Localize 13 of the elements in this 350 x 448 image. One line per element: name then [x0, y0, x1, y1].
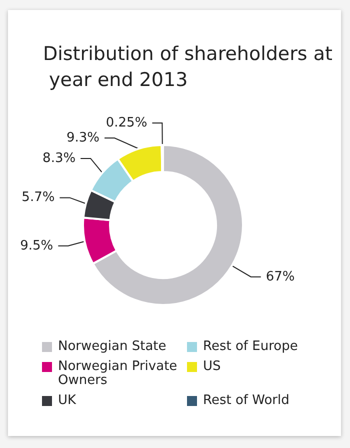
- data-label: 5.7%: [22, 190, 55, 206]
- data-label: 67%: [266, 269, 295, 284]
- data-label: 9.3%: [66, 130, 100, 146]
- data-label: 0.25%: [106, 116, 148, 131]
- legend-label: Norwegian Private Owners: [58, 359, 178, 388]
- data-label: 8.3%: [42, 150, 76, 166]
- legend-label: Rest of World: [203, 393, 290, 408]
- legend-label: US: [203, 359, 221, 374]
- chart-title: Distribution of shareholders at year end 2013: [43, 43, 332, 91]
- legend-label: Rest of Europe: [203, 339, 298, 354]
- legend-label: UK: [58, 393, 76, 408]
- data-label: 9.5%: [20, 238, 54, 254]
- legend-label: Norwegian State: [58, 339, 166, 354]
